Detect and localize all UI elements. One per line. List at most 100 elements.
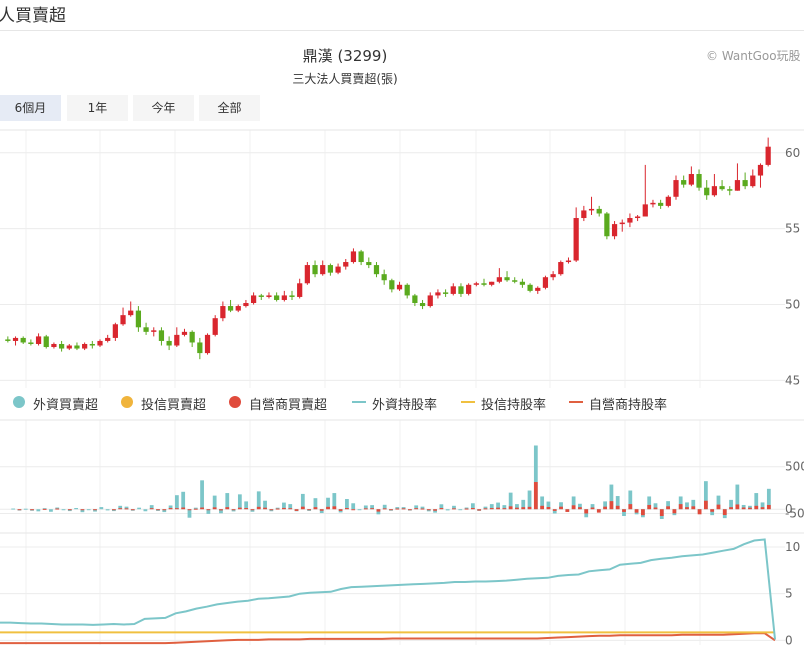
net-bar xyxy=(118,505,123,510)
candle-body xyxy=(581,210,587,219)
net-bar xyxy=(565,509,570,512)
net-bar xyxy=(389,509,393,511)
net-bar xyxy=(559,502,563,510)
candle xyxy=(535,286,541,294)
net-bar xyxy=(300,493,305,510)
net-bar xyxy=(615,505,620,510)
candle-body xyxy=(312,265,318,275)
candle xyxy=(281,290,287,302)
net-bar xyxy=(219,509,223,514)
net-bar xyxy=(256,491,261,510)
net-bar xyxy=(401,508,406,510)
net-bar xyxy=(67,509,72,511)
net-bar xyxy=(326,497,330,510)
candle xyxy=(673,175,679,200)
net-bar xyxy=(452,505,456,510)
net-bar xyxy=(250,509,255,512)
net-bar xyxy=(225,493,230,510)
net-bar xyxy=(766,504,771,510)
candle-body xyxy=(51,343,57,348)
candle-body xyxy=(112,324,118,338)
y-tick-label: -50 xyxy=(785,506,804,520)
candle-body xyxy=(366,262,372,266)
candle-body xyxy=(43,336,49,348)
y-tick-label: 0 xyxy=(785,502,793,516)
candle-body xyxy=(304,265,310,284)
top-bar: 人買賣超 xyxy=(0,0,804,31)
candle-body xyxy=(28,342,34,344)
candle-body xyxy=(151,330,157,332)
candle xyxy=(389,278,395,293)
net-bar xyxy=(363,508,368,510)
net-bar xyxy=(540,496,545,510)
candle-body xyxy=(212,318,218,335)
candle xyxy=(627,213,633,228)
candle-body xyxy=(404,284,410,296)
net-bar xyxy=(55,507,60,510)
net-bar xyxy=(685,507,689,510)
net-bar xyxy=(376,509,381,515)
candle xyxy=(243,299,249,308)
candle-body xyxy=(274,295,280,300)
net-bar xyxy=(74,508,79,510)
candle-body xyxy=(619,222,625,225)
candle-body xyxy=(389,280,395,290)
net-bar xyxy=(187,509,192,518)
candle xyxy=(181,328,188,337)
range-all-button[interactable]: 全部 xyxy=(199,95,260,121)
candle-body xyxy=(750,175,756,187)
net-bar xyxy=(515,504,519,510)
net-bar xyxy=(703,500,708,510)
candle-body xyxy=(12,337,19,341)
candle-body xyxy=(373,265,380,275)
net-bar xyxy=(489,504,494,510)
y-tick-label: 60 xyxy=(785,146,800,160)
net-bar xyxy=(426,509,431,512)
net-bar xyxy=(99,507,104,510)
net-bar xyxy=(300,506,305,510)
net-bar xyxy=(653,507,658,510)
net-bar xyxy=(345,508,349,510)
candle-body xyxy=(235,306,241,311)
candle xyxy=(596,205,602,217)
net-bar xyxy=(282,502,286,510)
net-bar xyxy=(559,506,563,510)
candle xyxy=(512,277,518,284)
net-bar xyxy=(735,484,740,510)
candle-body xyxy=(427,295,433,307)
net-bar xyxy=(55,508,60,510)
candle xyxy=(66,343,72,351)
range-6m-button[interactable]: 6個月 xyxy=(0,95,61,121)
candle-body xyxy=(512,280,518,282)
net-bar xyxy=(527,506,532,510)
candle xyxy=(20,336,26,344)
net-bar xyxy=(748,507,752,510)
net-bar xyxy=(23,508,28,510)
legend-line-icon xyxy=(461,401,475,403)
candle-body xyxy=(604,213,610,237)
net-bar xyxy=(603,501,608,510)
candle-body xyxy=(542,277,549,288)
candle xyxy=(419,299,426,310)
net-bar xyxy=(376,509,381,512)
net-bar xyxy=(464,507,469,510)
candle xyxy=(565,257,572,264)
net-bar xyxy=(168,505,173,510)
net-bar xyxy=(628,490,633,510)
range-1y-button[interactable]: 1年 xyxy=(67,95,128,121)
candle xyxy=(727,186,733,196)
candle xyxy=(5,336,11,343)
candle-body xyxy=(204,334,211,354)
net-bar xyxy=(256,506,261,510)
candle xyxy=(750,169,756,188)
net-bar xyxy=(697,509,702,515)
candle xyxy=(343,259,349,270)
candle-body xyxy=(558,262,564,275)
range-ytd-button[interactable]: 今年 xyxy=(133,95,194,121)
candle xyxy=(128,301,134,317)
net-bar xyxy=(760,507,765,510)
net-bar xyxy=(578,503,582,510)
candle xyxy=(266,292,272,299)
net-bar xyxy=(685,502,689,510)
net-bar xyxy=(729,507,733,510)
